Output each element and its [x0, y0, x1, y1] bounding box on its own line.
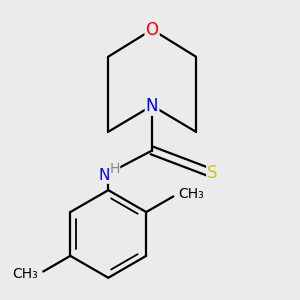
Text: O: O — [146, 20, 159, 38]
Text: CH₃: CH₃ — [178, 187, 204, 201]
Text: N: N — [98, 168, 110, 183]
Text: CH₃: CH₃ — [12, 267, 38, 280]
Text: S: S — [207, 164, 218, 182]
Text: N: N — [146, 97, 158, 115]
Text: H: H — [110, 162, 120, 176]
